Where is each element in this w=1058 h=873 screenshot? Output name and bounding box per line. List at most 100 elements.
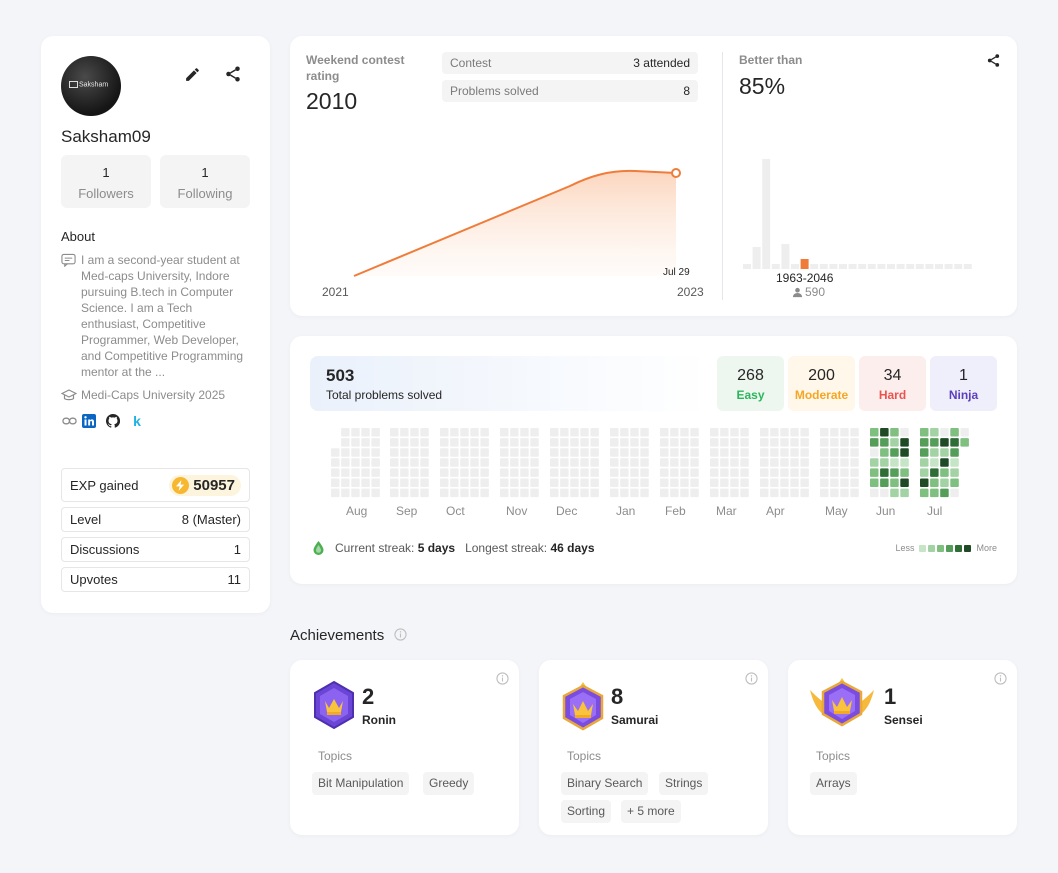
heatmap-cell[interactable] [390,468,399,477]
heatmap-cell[interactable] [520,468,529,477]
heatmap-cell[interactable] [780,448,789,457]
heatmap-cell[interactable] [930,478,939,488]
heatmap-cell[interactable] [530,468,539,477]
heatmap-cell[interactable] [460,478,469,488]
heatmap-cell[interactable] [331,468,340,477]
rating-distribution[interactable] [740,151,985,271]
heatmap-cell[interactable] [850,458,859,467]
heatmap-cell[interactable] [870,428,879,437]
heatmap-cell[interactable] [331,448,340,457]
heatmap-cell[interactable] [470,428,479,437]
heatmap-cell[interactable] [770,448,779,457]
heatmap-cell[interactable] [740,428,749,437]
heatmap-cell[interactable] [341,458,350,467]
heatmap-cell[interactable] [930,438,939,447]
heatmap-cell[interactable] [351,458,360,467]
heatmap-cell[interactable] [361,438,370,447]
heatmap-cell[interactable] [850,448,859,457]
heatmap-cell[interactable] [390,488,399,498]
heatmap-cell[interactable] [580,488,589,498]
heatmap-cell[interactable] [730,428,739,437]
heatmap-cell[interactable] [930,448,939,457]
heatmap-cell[interactable] [740,458,749,467]
heatmap-cell[interactable] [760,478,769,488]
heatmap-cell[interactable] [570,478,579,488]
heatmap-cell[interactable] [730,458,739,467]
heatmap-cell[interactable] [770,478,779,488]
heatmap-cell[interactable] [470,468,479,477]
heatmap-cell[interactable] [610,448,619,457]
heatmap-cell[interactable] [640,468,649,477]
heatmap-cell[interactable] [770,458,779,467]
heatmap-cell[interactable] [900,458,909,467]
heatmap-cell[interactable] [420,478,429,488]
website-link[interactable] [61,413,77,429]
heatmap-cell[interactable] [730,488,739,498]
heatmap-cell[interactable] [940,438,949,447]
heatmap-cell[interactable] [730,448,739,457]
heatmap-cell[interactable] [710,438,719,447]
heatmap-cell[interactable] [710,458,719,467]
heatmap-cell[interactable] [371,488,380,498]
heatmap-cell[interactable] [900,428,909,437]
heatmap-cell[interactable] [850,428,859,437]
heatmap-cell[interactable] [610,468,619,477]
heatmap-cell[interactable] [620,488,629,498]
heatmap-cell[interactable] [560,488,569,498]
heatmap-cell[interactable] [390,458,399,467]
heatmap-cell[interactable] [800,488,809,498]
heatmap-cell[interactable] [570,438,579,447]
heatmap-cell[interactable] [930,458,939,467]
heatmap-cell[interactable] [610,428,619,437]
heatmap-cell[interactable] [410,428,419,437]
heatmap-cell[interactable] [440,458,449,467]
heatmap-cell[interactable] [890,468,899,477]
heatmap-cell[interactable] [400,468,409,477]
heatmap-cell[interactable] [440,448,449,457]
heatmap-cell[interactable] [400,448,409,457]
heatmap-cell[interactable] [710,448,719,457]
heatmap-cell[interactable] [530,438,539,447]
heatmap-cell[interactable] [570,458,579,467]
heatmap-cell[interactable] [870,478,879,488]
heatmap-cell[interactable] [520,488,529,498]
heatmap-cell[interactable] [400,488,409,498]
heatmap-cell[interactable] [620,438,629,447]
heatmap-cell[interactable] [361,458,370,467]
heatmap-cell[interactable] [410,488,419,498]
heatmap-cell[interactable] [940,448,949,457]
heatmap-cell[interactable] [790,468,799,477]
share-profile-button[interactable] [222,63,244,85]
heatmap-cell[interactable] [940,468,949,477]
heatmap-cell[interactable] [450,448,459,457]
rating-graph[interactable] [290,36,722,316]
heatmap-cell[interactable] [470,478,479,488]
heatmap-cell[interactable] [371,438,380,447]
heatmap-cell[interactable] [710,428,719,437]
heatmap-cell[interactable] [610,488,619,498]
heatmap-cell[interactable] [850,478,859,488]
heatmap-cell[interactable] [410,468,419,477]
heatmap-cell[interactable] [450,428,459,437]
heatmap-cell[interactable] [710,478,719,488]
easy-box[interactable]: 268 Easy [717,356,784,411]
heatmap-cell[interactable] [840,488,849,498]
heatmap-cell[interactable] [580,478,589,488]
heatmap-cell[interactable] [620,478,629,488]
heatmap-cell[interactable] [550,428,559,437]
heatmap-cell[interactable] [950,458,959,467]
heatmap-cell[interactable] [670,478,679,488]
achievement-card-sensei[interactable]: 1 Sensei Topics Arrays [788,660,1017,835]
heatmap-cell[interactable] [351,468,360,477]
heatmap-cell[interactable] [960,438,969,447]
heatmap-cell[interactable] [410,438,419,447]
heatmap-cell[interactable] [450,478,459,488]
heatmap-cell[interactable] [400,478,409,488]
heatmap-cell[interactable] [920,488,929,498]
heatmap-cell[interactable] [361,468,370,477]
heatmap-cell[interactable] [780,478,789,488]
heatmap-cell[interactable] [520,438,529,447]
heatmap-cell[interactable] [780,438,789,447]
heatmap-cell[interactable] [450,468,459,477]
heatmap-cell[interactable] [680,458,689,467]
